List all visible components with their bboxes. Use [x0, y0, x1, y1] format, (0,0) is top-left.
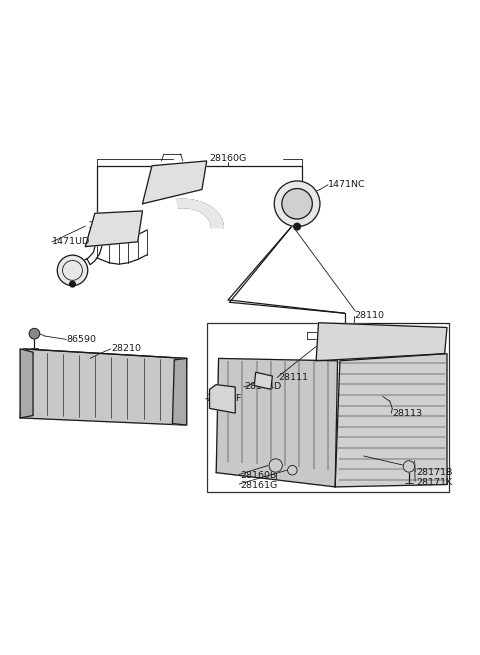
Text: 28171B: 28171B [416, 468, 453, 477]
Bar [207, 323, 449, 492]
Circle shape [282, 189, 312, 219]
Text: 28160B: 28160B [240, 472, 276, 481]
Text: 28210: 28210 [111, 345, 142, 354]
Text: 28174D: 28174D [245, 383, 282, 392]
Circle shape [57, 255, 88, 286]
Text: 28161G: 28161G [240, 481, 277, 490]
Text: 28113: 28113 [392, 409, 422, 418]
Circle shape [403, 460, 415, 472]
Polygon shape [143, 161, 207, 204]
Text: 28111: 28111 [278, 373, 308, 382]
Circle shape [269, 459, 282, 472]
Polygon shape [316, 323, 447, 361]
Circle shape [29, 328, 40, 339]
Text: 28110: 28110 [354, 311, 384, 320]
Polygon shape [210, 384, 235, 413]
Text: 28171K: 28171K [416, 477, 452, 487]
Polygon shape [216, 358, 337, 487]
Text: 1471UD: 1471UD [52, 237, 90, 246]
Text: 28160G: 28160G [209, 154, 247, 163]
Circle shape [294, 223, 300, 230]
Polygon shape [335, 354, 447, 487]
Circle shape [288, 466, 297, 475]
Circle shape [274, 181, 320, 227]
Circle shape [70, 281, 75, 287]
Polygon shape [177, 199, 223, 227]
Text: 86590: 86590 [66, 335, 96, 344]
Polygon shape [20, 349, 33, 418]
Polygon shape [254, 372, 272, 389]
Polygon shape [20, 349, 187, 425]
Text: 1471NC: 1471NC [328, 180, 366, 189]
Polygon shape [85, 211, 143, 247]
Text: 28117F: 28117F [207, 394, 242, 403]
Polygon shape [172, 358, 187, 425]
